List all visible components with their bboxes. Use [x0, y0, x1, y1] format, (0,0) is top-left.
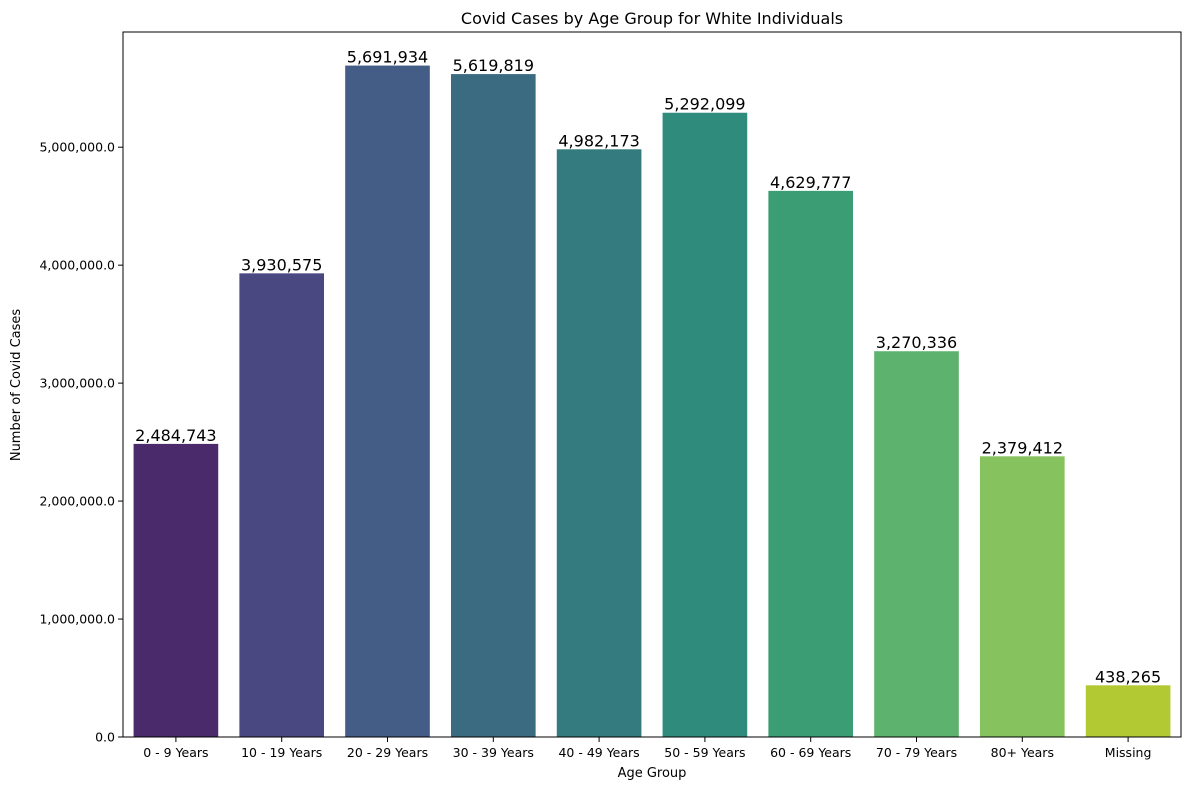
y-tick-label-4: 4,000,000.0: [39, 258, 115, 273]
data-label-2: 5,691,934: [347, 48, 428, 67]
data-label-6: 4,629,777: [770, 173, 851, 192]
data-label-0: 2,484,743: [135, 426, 216, 445]
data-label-3: 5,619,819: [453, 56, 534, 75]
x-tick-label-7: 70 - 79 Years: [876, 745, 957, 760]
data-label-7: 3,270,336: [876, 333, 957, 352]
bar-8: [979, 456, 1065, 737]
bar-6: [768, 190, 854, 737]
x-tick-label-5: 50 - 59 Years: [664, 745, 745, 760]
data-label-8: 2,379,412: [982, 438, 1063, 457]
x-tick-label-0: 0 - 9 Years: [143, 745, 208, 760]
x-tick-label-2: 20 - 29 Years: [347, 745, 428, 760]
x-axis-label: Age Group: [618, 766, 687, 781]
bar-4: [556, 149, 642, 737]
bar-0: [133, 443, 219, 737]
bar-2: [345, 65, 430, 737]
y-axis-label: Number of Covid Cases: [9, 309, 24, 462]
y-axis-ticks: 0.0 1,000,000.0 2,000,000.0 3,000,000.0 4,00…: [39, 140, 123, 745]
bar-7: [874, 351, 959, 737]
y-tick-label-2: 2,000,000.0: [39, 494, 115, 509]
bar-9: [1085, 685, 1171, 737]
data-labels-group: 2,484,743 3,930,575 5,691,934 5,619,819 4,98…: [135, 48, 1161, 687]
data-label-9: 438,265: [1095, 667, 1161, 686]
x-tick-label-8: 80+ Years: [991, 745, 1054, 760]
x-tick-label-4: 40 - 49 Years: [558, 745, 639, 760]
data-label-5: 5,292,099: [664, 95, 745, 114]
y-tick-label-0: 0.0: [95, 730, 115, 745]
x-tick-label-3: 30 - 39 Years: [453, 745, 534, 760]
x-tick-label-9: Missing: [1105, 745, 1152, 760]
data-label-1: 3,930,575: [241, 255, 322, 274]
bar-1: [239, 273, 325, 737]
plot-frame: [122, 31, 1182, 738]
x-tick-label-1: 10 - 19 Years: [241, 745, 322, 760]
x-tick-label-6: 60 - 69 Years: [770, 745, 851, 760]
y-tick-label-1: 1,000,000.0: [39, 612, 115, 627]
y-tick-label-5: 5,000,000.0: [39, 140, 115, 155]
y-tick-label-3: 3,000,000.0: [39, 376, 115, 391]
x-axis-ticks: 0 - 9 Years 10 - 19 Years 20 - 29 Years 30 …: [143, 737, 1151, 760]
data-label-4: 4,982,173: [558, 131, 639, 150]
chart-title: Covid Cases by Age Group for White Indiv…: [461, 9, 843, 28]
bar-3: [450, 74, 536, 737]
bars-group: [133, 65, 1171, 737]
bar-5: [662, 112, 748, 737]
